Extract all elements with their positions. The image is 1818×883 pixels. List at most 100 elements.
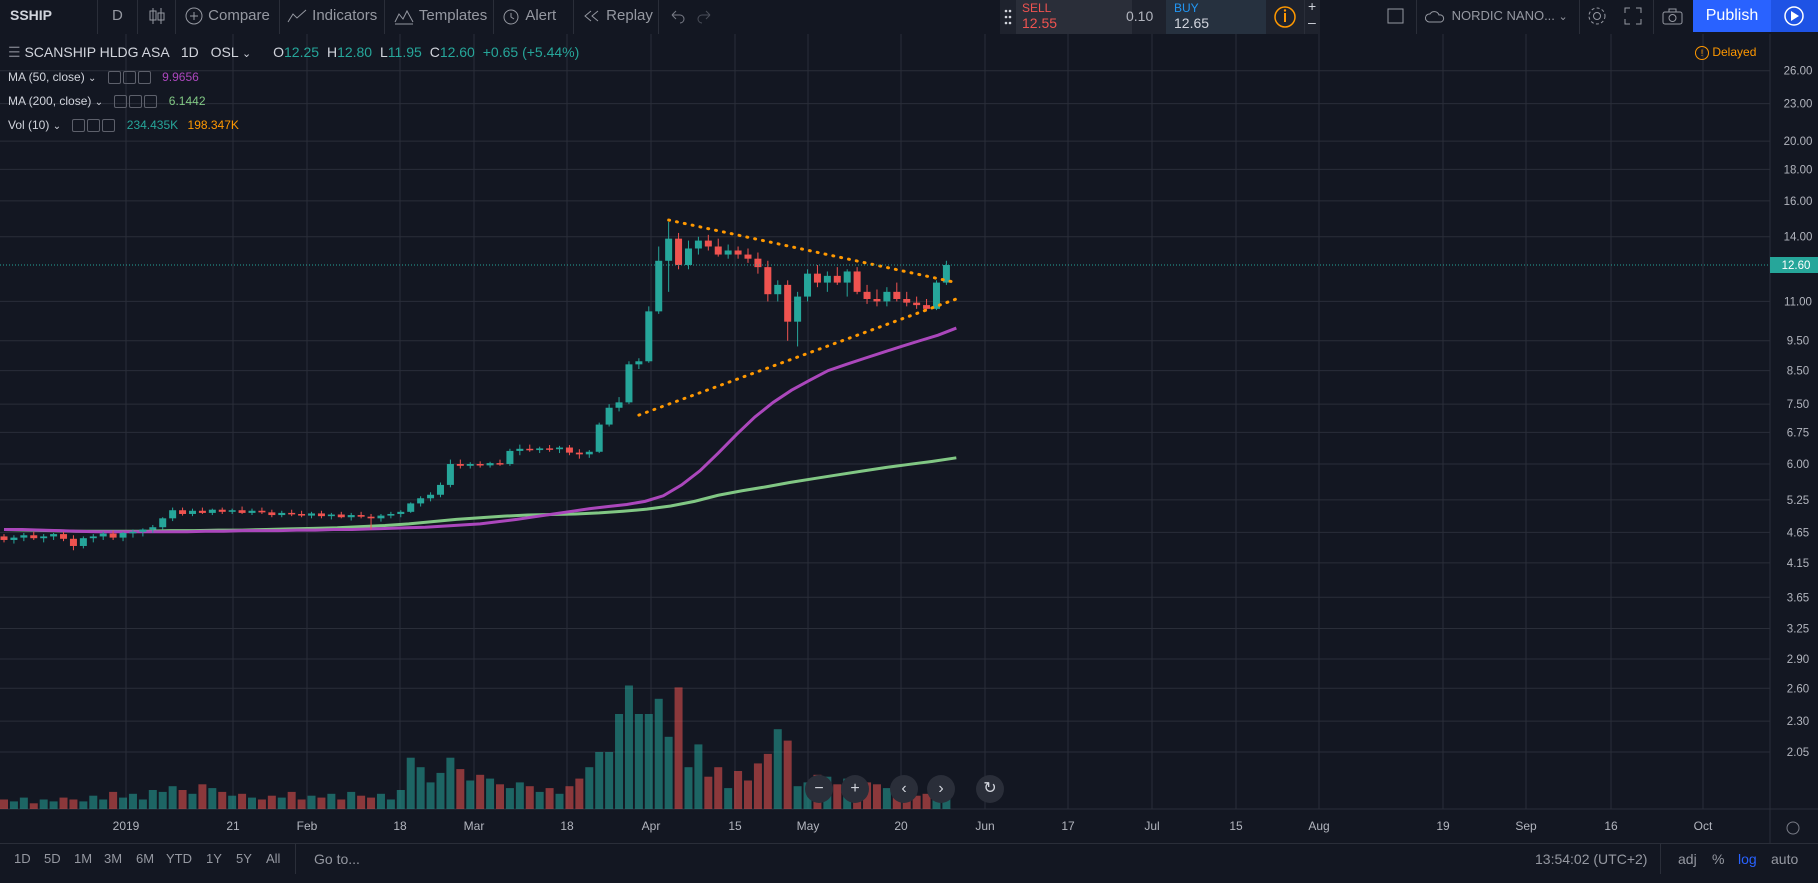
candle-body	[625, 364, 633, 403]
bottom-toolbar: 1D 5D 1M 3M 6M YTD 1Y 5Y All Go to... 13:54:02 (…	[0, 843, 1818, 883]
divider	[1579, 0, 1580, 34]
volume-bar	[148, 790, 157, 809]
price-chart[interactable]: 26.00 23.00 20.00 18.00 16.00 14.00 11.00 9.50 8…	[0, 34, 1818, 843]
decrease-icon[interactable]: –	[1308, 14, 1316, 30]
drag-handle[interactable]	[1000, 0, 1016, 34]
volume-bar	[575, 778, 584, 809]
candle-body	[288, 512, 296, 515]
ma200-legend[interactable]: MA (200, close) ⌄ 6.1442	[8, 94, 206, 109]
candle-body	[585, 451, 593, 455]
log-toggle[interactable]: log	[1738, 851, 1757, 867]
volume-bar	[486, 778, 495, 809]
snapshot-button[interactable]	[1661, 0, 1685, 34]
volume-bar	[744, 780, 752, 809]
info-button[interactable]	[1272, 4, 1298, 35]
range-tab-1m[interactable]: 1M	[74, 851, 93, 866]
time-tick-label: 19	[1436, 819, 1450, 833]
percent-toggle[interactable]: %	[1712, 851, 1725, 867]
gear-icon[interactable]	[122, 71, 136, 85]
scroll-right-button[interactable]: ›	[927, 775, 955, 803]
gear-icon[interactable]	[87, 119, 101, 133]
chevron-down-icon: ⌄	[88, 73, 97, 84]
chevron-down-icon: ⌄	[52, 121, 62, 132]
volume-bar	[634, 714, 643, 809]
clock[interactable]: 13:54:02 (UTC+2)	[1535, 851, 1648, 867]
redo-button[interactable]	[696, 0, 714, 34]
range-tab-all[interactable]: All	[266, 851, 281, 866]
candle-body	[516, 448, 524, 451]
close-icon[interactable]	[144, 95, 158, 109]
candle-body	[228, 510, 236, 512]
fullscreen-button[interactable]	[1623, 0, 1643, 34]
time-tick-label: Jun	[975, 819, 994, 833]
top-toolbar: SSHIP D Compare Indicators Templates Ale…	[0, 0, 1818, 35]
rewind-icon	[584, 10, 599, 22]
symbol-search[interactable]: SSHIP	[10, 7, 53, 23]
replay-button[interactable]: Replay	[582, 0, 653, 34]
chevron-down-icon: ⌄	[1558, 11, 1568, 23]
volume-bar	[872, 784, 881, 809]
legend-menu-icon[interactable]: ☰	[8, 44, 21, 60]
range-tab-1y[interactable]: 1Y	[206, 851, 222, 866]
volume-bar	[704, 776, 713, 809]
volume-legend[interactable]: Vol (10) ⌄ 234.435K 198.347K	[8, 118, 239, 133]
candle-body	[238, 510, 246, 513]
increase-icon[interactable]: +	[1308, 0, 1317, 14]
range-tab-1d[interactable]: 1D	[14, 851, 31, 866]
range-tab-ytd[interactable]: YTD	[166, 851, 192, 866]
chevron-down-icon[interactable]: ⌄	[242, 48, 252, 60]
ma200-label: MA (200, close)	[8, 94, 92, 108]
zoom-in-button[interactable]: +	[841, 775, 869, 803]
candle-body	[645, 311, 653, 362]
undo-button[interactable]	[668, 0, 686, 34]
broker-select[interactable]: NORDIC NANO... ⌄	[1424, 0, 1568, 34]
volume-bar	[39, 799, 48, 809]
volume-bar	[734, 771, 743, 809]
chart-type-button[interactable]	[148, 0, 166, 34]
candle-body	[476, 464, 484, 466]
gear-icon[interactable]	[129, 95, 143, 109]
divider	[493, 0, 494, 34]
compare-button[interactable]: Compare	[184, 0, 270, 34]
volume-bar	[833, 784, 842, 809]
eye-icon[interactable]	[114, 95, 128, 109]
reset-chart-button[interactable]: ↻	[976, 775, 1004, 803]
candle-body	[40, 536, 48, 539]
time-tick-label: 18	[560, 819, 574, 833]
zoom-out-button[interactable]: −	[805, 775, 833, 803]
eye-icon[interactable]	[72, 119, 86, 133]
range-tab-5d[interactable]: 5D	[44, 851, 61, 866]
alert-button[interactable]: Alert	[500, 0, 556, 34]
indicators-button[interactable]: Indicators	[286, 0, 377, 34]
close-icon[interactable]	[102, 119, 116, 133]
settings-button[interactable]	[1586, 0, 1608, 34]
volume-bar	[188, 793, 197, 809]
play-button[interactable]	[1771, 0, 1818, 32]
interval-button[interactable]: D	[112, 7, 123, 24]
auto-toggle[interactable]: auto	[1771, 851, 1799, 867]
delayed-badge[interactable]: ! Delayed	[1695, 45, 1756, 60]
sell-button[interactable]: SELL 12.55	[1016, 0, 1132, 34]
adj-toggle[interactable]: adj	[1678, 851, 1697, 867]
trendline-lower	[637, 297, 958, 417]
rectangle-tool-button[interactable]	[1386, 0, 1406, 34]
time-tick-label: Jul	[1144, 819, 1159, 833]
publish-button[interactable]: Publish	[1693, 0, 1771, 32]
divider	[175, 0, 176, 34]
range-tab-3m[interactable]: 3M	[104, 851, 123, 866]
templates-icon	[394, 9, 414, 25]
buy-button[interactable]: BUY 12.65	[1166, 0, 1266, 34]
candle-body	[109, 533, 117, 538]
templates-button[interactable]: Templates	[393, 0, 487, 34]
volume-bar	[624, 685, 633, 809]
eye-icon[interactable]	[107, 71, 121, 85]
quantity-stepper[interactable]: + –	[1304, 0, 1321, 34]
range-tab-5y[interactable]: 5Y	[236, 851, 252, 866]
candle-body	[804, 273, 812, 297]
goto-date-button[interactable]: Go to...	[314, 851, 360, 867]
scroll-left-button[interactable]: ‹	[890, 775, 918, 803]
range-tab-6m[interactable]: 6M	[136, 851, 155, 866]
square-icon	[1387, 8, 1404, 24]
close-icon[interactable]	[137, 71, 151, 85]
ma50-legend[interactable]: MA (50, close) ⌄ 9.9656	[8, 70, 199, 85]
